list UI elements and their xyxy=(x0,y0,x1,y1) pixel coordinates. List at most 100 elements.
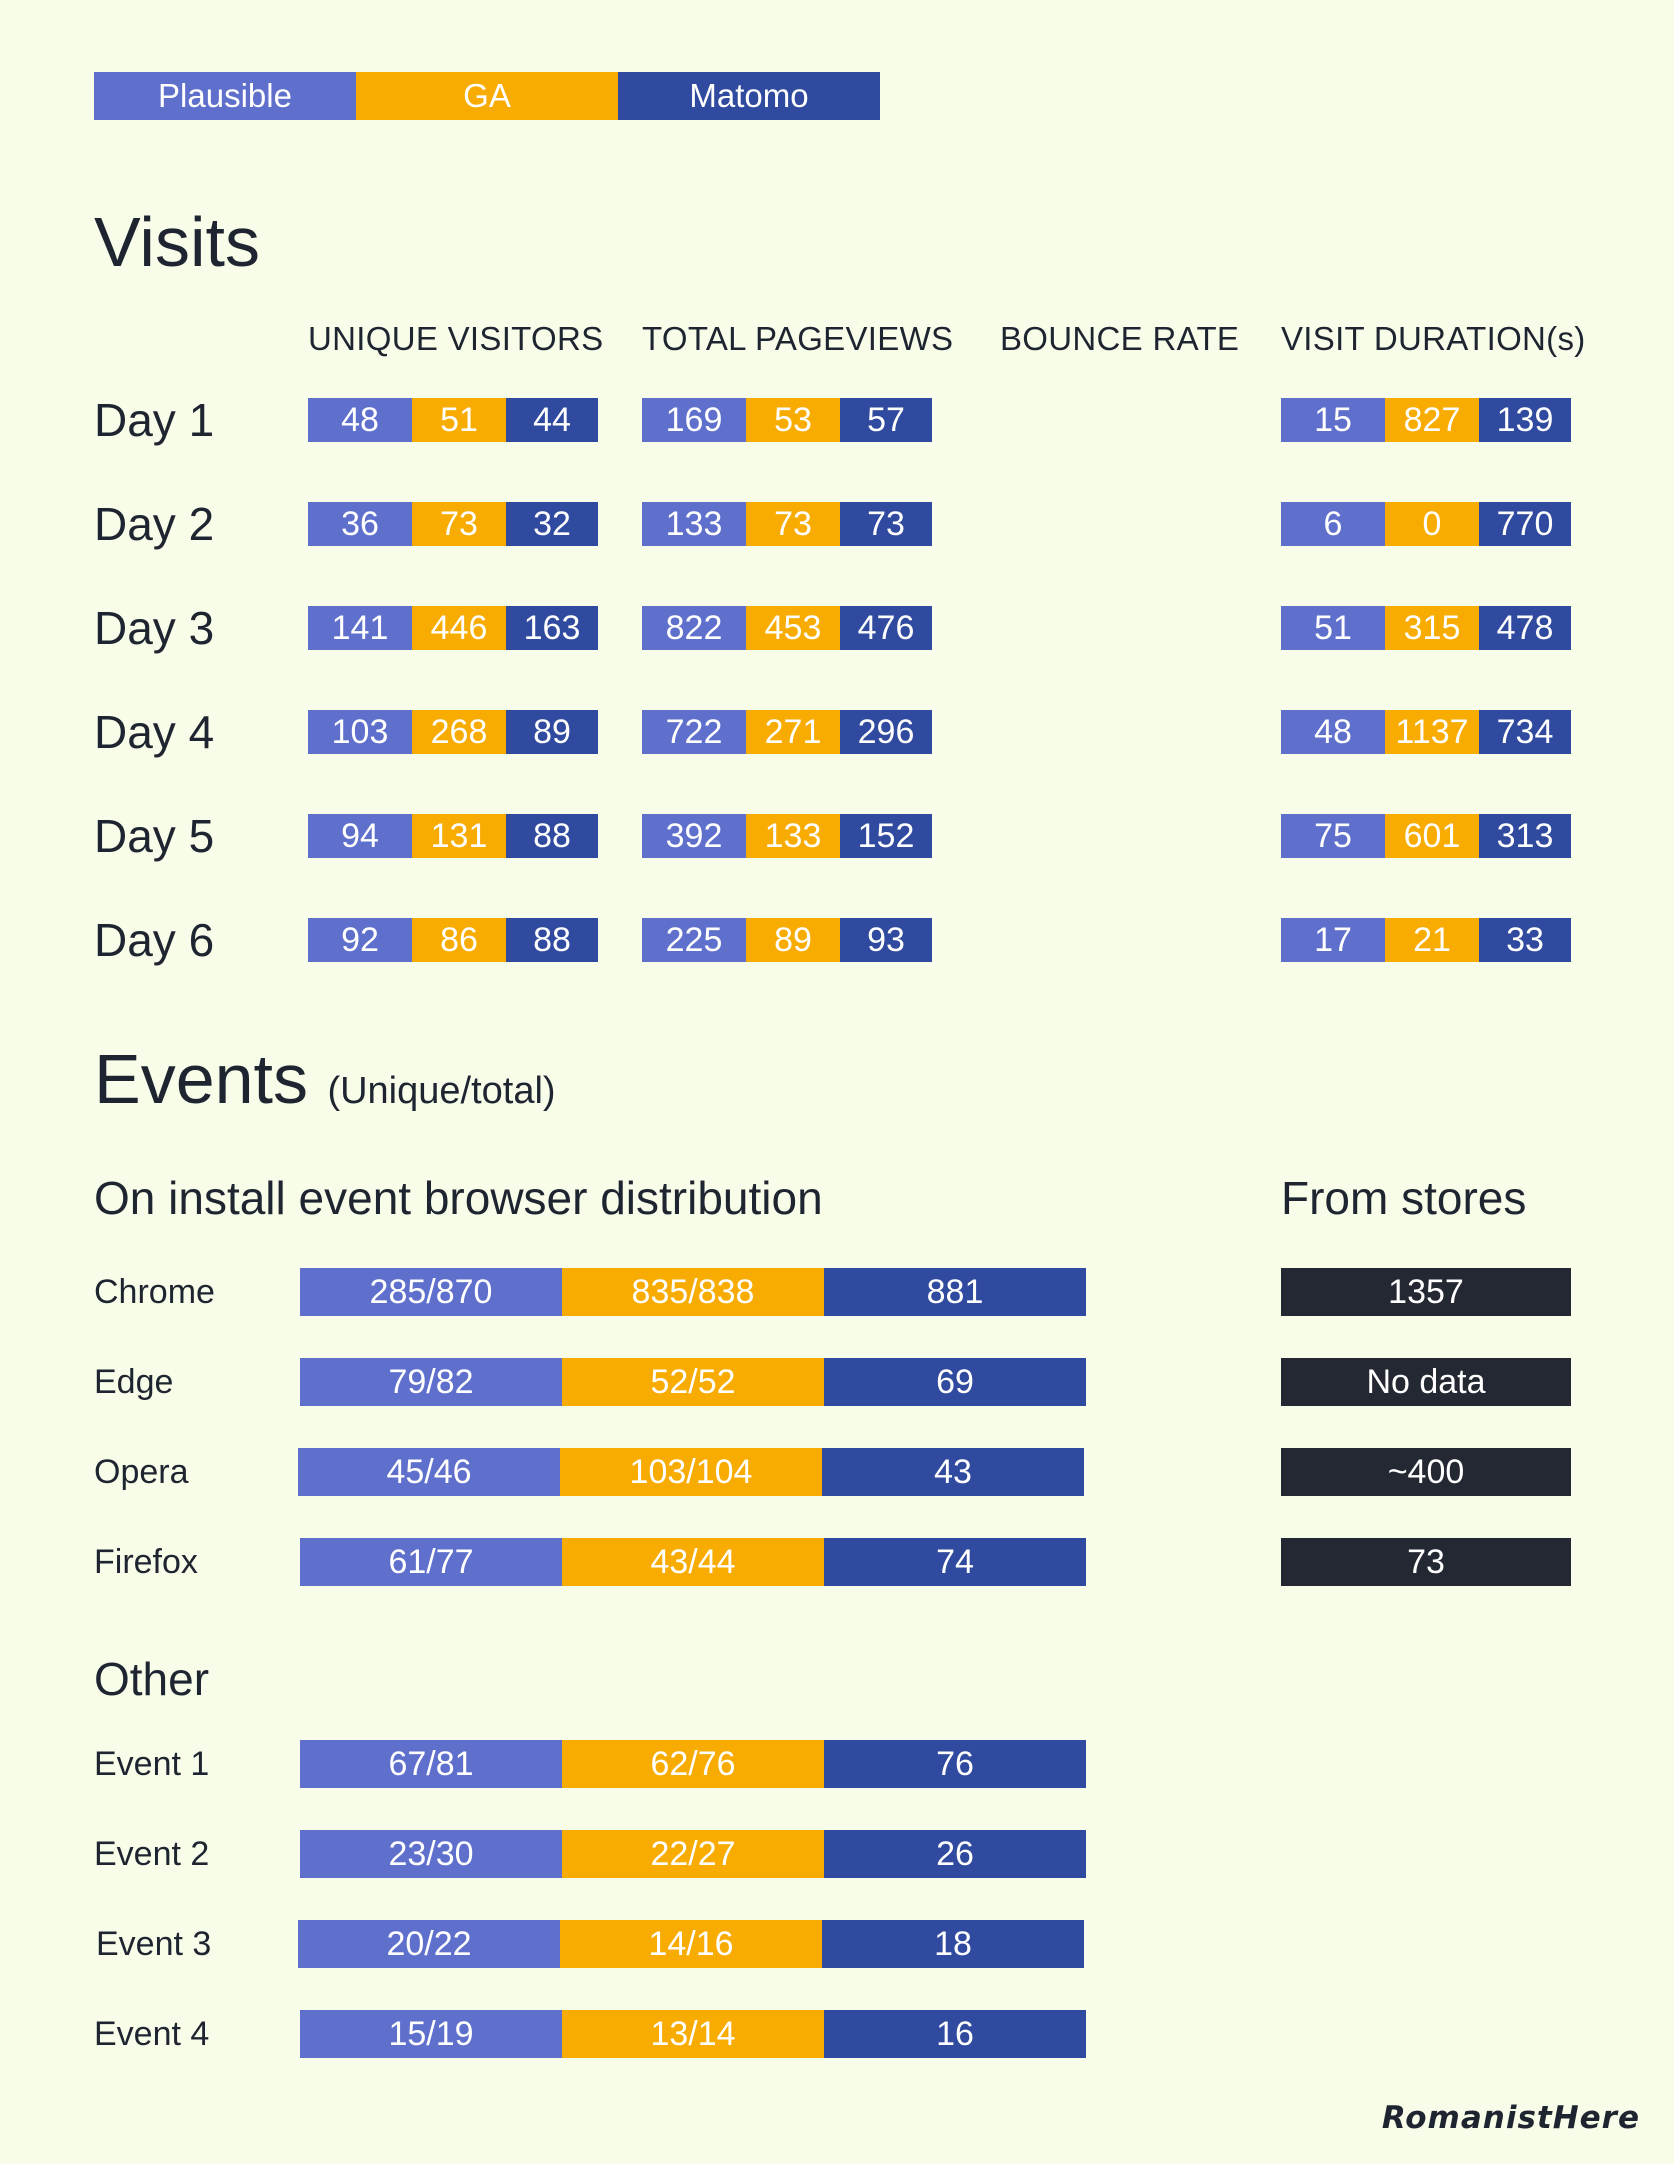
unique-visitors-bar: 103 268 89 xyxy=(308,710,598,754)
pageviews-bar: 392 133 152 xyxy=(642,814,932,858)
ga-value: 13/14 xyxy=(562,2010,824,2058)
plausible-value: 6 xyxy=(1281,502,1385,546)
matomo-value: 313 xyxy=(1479,814,1571,858)
plausible-value: 51 xyxy=(1281,606,1385,650)
legend-plausible: Plausible xyxy=(94,72,356,120)
event-label: Event 1 xyxy=(94,1745,210,1783)
plausible-value: 722 xyxy=(642,710,746,754)
ga-value: 133 xyxy=(746,814,840,858)
col-total-pageviews: TOTAL PAGEVIEWS xyxy=(642,320,954,357)
unique-visitors-bar: 48 51 44 xyxy=(308,398,598,442)
plausible-value: 141 xyxy=(308,606,412,650)
plausible-value: 822 xyxy=(642,606,746,650)
plausible-value: 48 xyxy=(1281,710,1385,754)
ga-value: 453 xyxy=(746,606,840,650)
plausible-value: 36 xyxy=(308,502,412,546)
col-bounce-rate: BOUNCE RATE xyxy=(1000,320,1240,357)
store-value: 1357 xyxy=(1281,1268,1571,1316)
matomo-value: 139 xyxy=(1479,398,1571,442)
ga-value: 835/838 xyxy=(562,1268,824,1316)
day-label: Day 5 xyxy=(94,810,215,862)
install-bar: 285/870 835/838 881 xyxy=(300,1268,1086,1316)
plausible-value: 92 xyxy=(308,918,412,962)
ga-value: 601 xyxy=(1385,814,1479,858)
matomo-value: 73 xyxy=(840,502,932,546)
matomo-value: 32 xyxy=(506,502,598,546)
browser-label: Opera xyxy=(94,1453,189,1491)
visit-duration-bar: 48 1137 734 xyxy=(1281,710,1571,754)
install-heading: On install event browser distribution xyxy=(94,1172,823,1224)
pageviews-bar: 722 271 296 xyxy=(642,710,932,754)
matomo-value: 57 xyxy=(840,398,932,442)
plausible-value: 23/30 xyxy=(300,1830,562,1878)
event-label: Event 3 xyxy=(96,1925,212,1963)
pageviews-bar: 133 73 73 xyxy=(642,502,932,546)
unique-visitors-bar: 94 131 88 xyxy=(308,814,598,858)
browser-label: Firefox xyxy=(94,1543,198,1581)
browser-label: Edge xyxy=(94,1363,174,1401)
plausible-value: 15 xyxy=(1281,398,1385,442)
visit-duration-bar: 75 601 313 xyxy=(1281,814,1571,858)
ga-value: 73 xyxy=(746,502,840,546)
matomo-value: 881 xyxy=(824,1268,1086,1316)
install-bar: 79/82 52/52 69 xyxy=(300,1358,1086,1406)
matomo-value: 296 xyxy=(840,710,932,754)
ga-value: 0 xyxy=(1385,502,1479,546)
plausible-value: 15/19 xyxy=(300,2010,562,2058)
matomo-value: 18 xyxy=(822,1920,1084,1968)
ga-value: 43/44 xyxy=(562,1538,824,1586)
matomo-value: 33 xyxy=(1479,918,1571,962)
ga-value: 1137 xyxy=(1385,710,1479,754)
ga-value: 103/104 xyxy=(560,1448,822,1496)
ga-value: 131 xyxy=(412,814,506,858)
plausible-value: 61/77 xyxy=(300,1538,562,1586)
plausible-value: 392 xyxy=(642,814,746,858)
other-heading: Other xyxy=(94,1653,210,1705)
col-unique-visitors: UNIQUE VISITORS xyxy=(308,320,604,357)
matomo-value: 163 xyxy=(506,606,598,650)
matomo-value: 74 xyxy=(824,1538,1086,1586)
event-bar: 23/30 22/27 26 xyxy=(300,1830,1086,1878)
plausible-value: 285/870 xyxy=(300,1268,562,1316)
matomo-value: 152 xyxy=(840,814,932,858)
matomo-value: 93 xyxy=(840,918,932,962)
matomo-value: 476 xyxy=(840,606,932,650)
plausible-value: 225 xyxy=(642,918,746,962)
day-label: Day 6 xyxy=(94,914,215,966)
ga-value: 446 xyxy=(412,606,506,650)
visits-title: Visits xyxy=(94,203,260,281)
plausible-value: 94 xyxy=(308,814,412,858)
ga-value: 22/27 xyxy=(562,1830,824,1878)
day-label: Day 1 xyxy=(94,394,215,446)
plausible-value: 103 xyxy=(308,710,412,754)
matomo-value: 76 xyxy=(824,1740,1086,1788)
visit-duration-bar: 17 21 33 xyxy=(1281,918,1571,962)
event-label: Event 2 xyxy=(94,1835,210,1873)
matomo-value: 770 xyxy=(1479,502,1571,546)
ga-value: 89 xyxy=(746,918,840,962)
ga-value: 14/16 xyxy=(560,1920,822,1968)
ga-value: 271 xyxy=(746,710,840,754)
ga-value: 53 xyxy=(746,398,840,442)
event-bar: 67/81 62/76 76 xyxy=(300,1740,1086,1788)
plausible-value: 169 xyxy=(642,398,746,442)
plausible-value: 75 xyxy=(1281,814,1385,858)
matomo-value: 43 xyxy=(822,1448,1084,1496)
event-label: Event 4 xyxy=(94,2015,210,2053)
ga-value: 86 xyxy=(412,918,506,962)
matomo-value: 88 xyxy=(506,918,598,962)
ga-value: 73 xyxy=(412,502,506,546)
store-value: No data xyxy=(1281,1358,1571,1406)
unique-visitors-bar: 36 73 32 xyxy=(308,502,598,546)
browser-label: Chrome xyxy=(94,1273,215,1311)
ga-value: 51 xyxy=(412,398,506,442)
event-bar: 20/22 14/16 18 xyxy=(298,1920,1084,1968)
legend: Plausible GA Matomo xyxy=(94,72,880,120)
visit-duration-bar: 51 315 478 xyxy=(1281,606,1571,650)
matomo-value: 26 xyxy=(824,1830,1086,1878)
matomo-value: 478 xyxy=(1479,606,1571,650)
plausible-value: 133 xyxy=(642,502,746,546)
ga-value: 62/76 xyxy=(562,1740,824,1788)
install-bar: 45/46 103/104 43 xyxy=(298,1448,1084,1496)
matomo-value: 44 xyxy=(506,398,598,442)
